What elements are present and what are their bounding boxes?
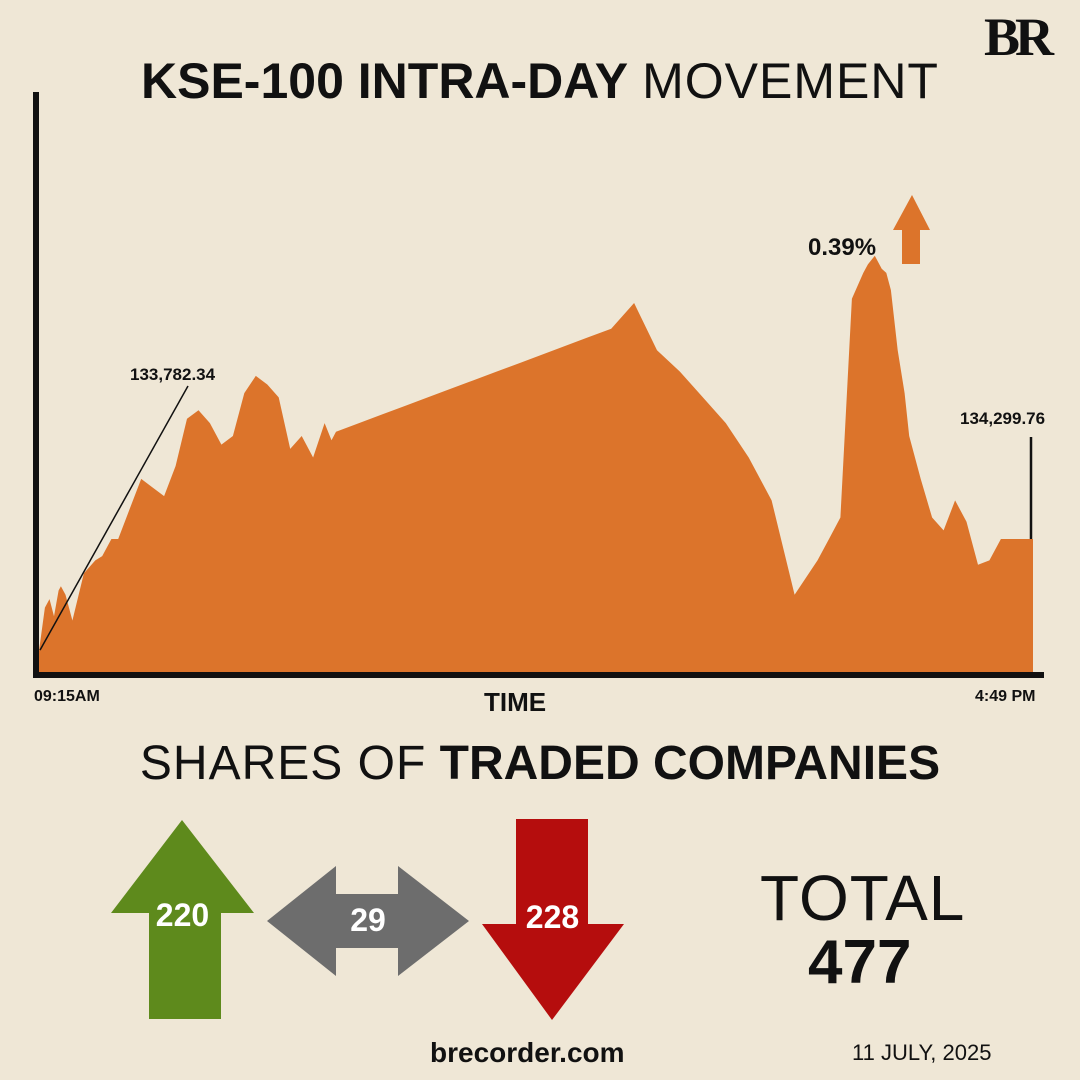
open-value-label: 133,782.34 [130, 365, 216, 384]
index-area-series [38, 255, 1033, 673]
open-value-pointer [39, 385, 189, 651]
chart-title-light: MOVEMENT [642, 53, 939, 109]
unchanged-double-arrow-icon [267, 866, 469, 976]
unchanged-count: 29 [350, 902, 386, 938]
advancers-count: 220 [155, 897, 210, 933]
change-percent-label: 0.39% [808, 234, 877, 261]
x-start-label: 09:15AM [34, 688, 100, 705]
traded-heading-light: SHARES OF [139, 737, 427, 790]
x-end-label: 4:49 PM [975, 688, 1036, 705]
x-axis-title: TIME [484, 687, 547, 717]
decliners-count: 228 [525, 899, 580, 935]
chart-title-bold: KSE-100 INTRA-DAY [141, 53, 629, 109]
total-label: TOTAL [760, 862, 966, 934]
website-link[interactable]: brecorder.com [430, 1037, 625, 1068]
total-value: 477 [808, 928, 912, 997]
traded-companies-heading: SHARES OF TRADED COMPANIES [0, 740, 1080, 788]
advancers-up-arrow-icon [111, 820, 254, 1019]
decliners-down-arrow-icon [482, 819, 624, 1020]
close-value-label: 134,299.76 [960, 409, 1046, 428]
traded-heading-bold: TRADED COMPANIES [439, 737, 941, 790]
brand-logo: BR [984, 7, 1054, 67]
change-up-arrow-icon [893, 195, 930, 264]
report-date: 11 JULY, 2025 [852, 1040, 992, 1065]
chart-title: KSE-100 INTRA-DAY MOVEMENT [0, 56, 1080, 106]
